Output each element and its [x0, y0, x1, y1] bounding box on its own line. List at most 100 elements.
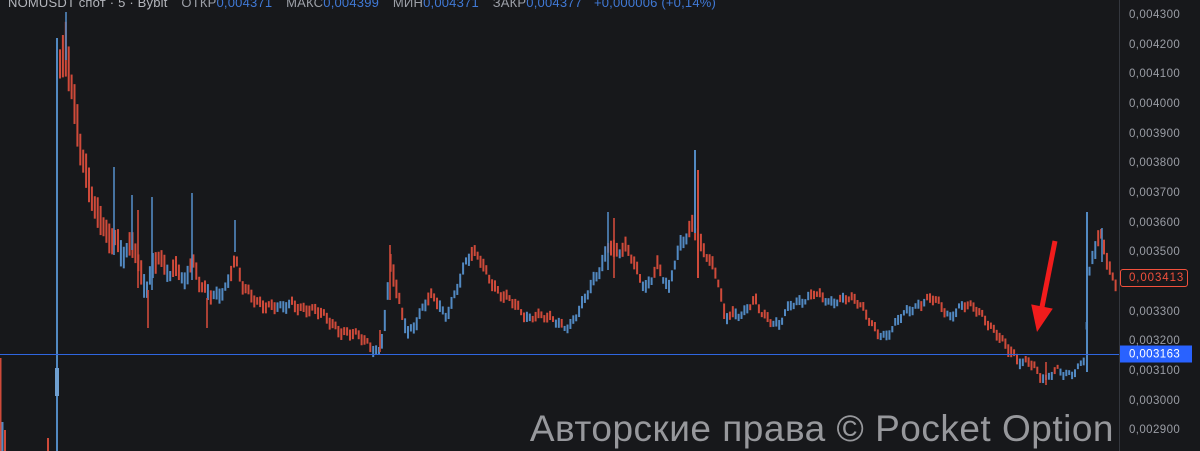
candle [192, 254, 195, 268]
candle [769, 319, 772, 328]
candle [293, 300, 296, 313]
candle [496, 286, 499, 294]
candle [969, 300, 972, 307]
candle [981, 309, 984, 317]
candle [873, 322, 876, 332]
candle [865, 309, 868, 320]
candle [212, 290, 215, 300]
candle [375, 345, 378, 355]
candle [96, 197, 99, 228]
candle [262, 300, 264, 314]
candle [1114, 279, 1117, 292]
candle [557, 317, 560, 328]
candle [746, 304, 749, 314]
candle [154, 252, 157, 274]
candle [424, 299, 427, 312]
candle [740, 311, 743, 319]
candle [56, 38, 58, 451]
candle [670, 270, 673, 282]
candle [119, 240, 122, 267]
candle [296, 303, 299, 316]
candle [563, 325, 566, 331]
wick [113, 167, 115, 255]
candle [717, 279, 720, 288]
candle [233, 255, 235, 268]
candle [146, 281, 148, 298]
candle [699, 233, 702, 252]
candle [311, 304, 314, 311]
candlestick-chart-canvas[interactable] [0, 0, 1119, 451]
candle [1018, 358, 1021, 370]
candle [601, 254, 604, 272]
candle [697, 170, 699, 278]
candle [673, 260, 676, 270]
candle [833, 298, 836, 309]
candle [813, 290, 815, 300]
candle [169, 271, 172, 282]
candle [917, 299, 920, 309]
red-arrow-shaft[interactable] [1039, 240, 1058, 308]
candle [987, 320, 989, 331]
candle [937, 296, 940, 304]
high-label: МАКС [286, 0, 324, 10]
candle [784, 309, 786, 317]
candle [514, 298, 517, 310]
candle [772, 320, 775, 327]
candle [905, 305, 908, 314]
wick [147, 290, 149, 328]
candle [534, 311, 537, 322]
candle [82, 149, 85, 173]
candle [528, 313, 531, 322]
chart-pane[interactable]: Авторские права © Pocket Option [0, 0, 1119, 451]
candle [543, 315, 546, 323]
candle [908, 306, 911, 317]
candle [407, 326, 409, 339]
candle [1010, 346, 1013, 358]
candle [644, 279, 647, 293]
wick [1101, 228, 1103, 262]
candle [755, 293, 757, 305]
candle [862, 302, 865, 311]
red-arrow-head[interactable] [1031, 304, 1053, 332]
high-value: 0,004399 [323, 0, 380, 10]
candle [659, 264, 662, 277]
candle [618, 249, 621, 259]
candle [392, 264, 395, 287]
candle [235, 256, 238, 267]
candle [978, 308, 981, 316]
symbol-title[interactable]: NOMUSDT спот · 5 · Bybit [8, 0, 168, 10]
candle [926, 293, 929, 301]
candle [450, 296, 453, 309]
candle [250, 289, 253, 303]
candle [267, 301, 270, 308]
candle [920, 301, 923, 312]
candle [934, 296, 937, 303]
candle [459, 273, 462, 288]
price-scale[interactable]: 0,003163 0,003413 0,004300 0,004200 0,0041… [1119, 0, 1200, 451]
candle [264, 302, 267, 314]
candle [694, 150, 696, 233]
axis-price-label: 0,003700 [1129, 187, 1181, 199]
candle [0, 358, 2, 451]
horizontal-price-line[interactable] [0, 353, 1119, 355]
wick [607, 212, 609, 270]
candle [380, 333, 383, 349]
candle [929, 293, 931, 303]
candle [876, 329, 879, 340]
candle [752, 296, 755, 305]
candle [662, 277, 665, 284]
candle [595, 272, 598, 282]
candle [221, 288, 224, 301]
candle [441, 306, 444, 315]
candle [1086, 212, 1088, 372]
candle [792, 302, 795, 310]
candle [453, 290, 456, 299]
wick [379, 330, 381, 352]
candle [166, 264, 169, 282]
candle [839, 294, 842, 303]
axis-price-label: 0,003100 [1129, 365, 1181, 377]
candle [438, 300, 441, 312]
candle [494, 280, 496, 292]
low-label: МИН [392, 0, 424, 10]
candle [354, 328, 357, 335]
